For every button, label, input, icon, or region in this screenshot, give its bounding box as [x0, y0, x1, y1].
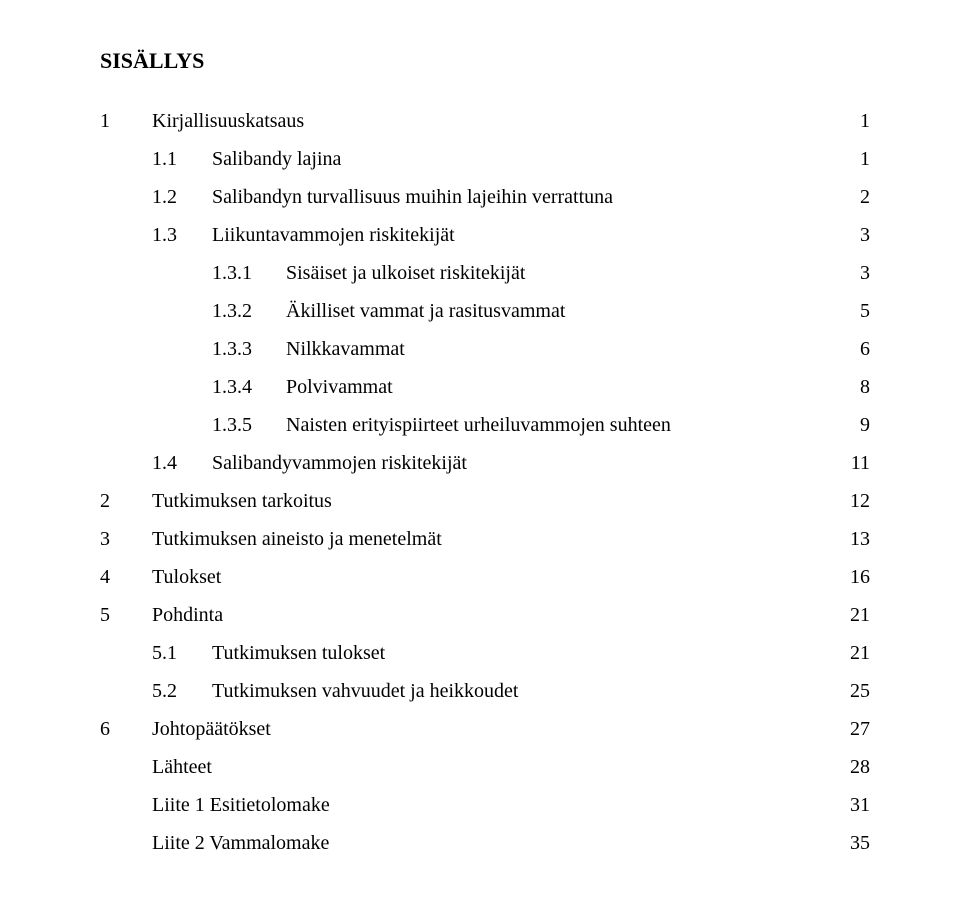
toc-leader-dots	[336, 487, 832, 507]
toc-entry: 1.3.4Polvivammat 8	[100, 368, 870, 406]
toc-entry: 4Tulokset 16	[100, 558, 870, 596]
toc-entry-page: 31	[836, 786, 870, 824]
toc-entry-label: Polvivammat	[274, 368, 393, 406]
toc-entry-number: 1.3	[152, 216, 200, 254]
toc-entry: 1.1Salibandy lajina 1	[100, 140, 870, 178]
toc-entry: 3Tutkimuksen aineisto ja menetelmät 13	[100, 520, 870, 558]
toc-entry-number: 3	[100, 520, 134, 558]
toc-leader-dots	[227, 601, 832, 621]
toc-entry-label: Nilkkavammat	[274, 330, 405, 368]
toc-leader-dots	[617, 183, 832, 203]
table-of-contents: 1Kirjallisuuskatsaus11.1Salibandy lajina…	[100, 102, 870, 862]
toc-entry-label: Liite 2 Vammalomake	[152, 824, 329, 862]
toc-entry-page: 28	[836, 748, 870, 786]
toc-entry-page: 21	[836, 634, 870, 672]
toc-entry-page: 2	[836, 178, 870, 216]
toc-entry-page: 5	[836, 292, 870, 330]
toc-entry-page: 8	[836, 368, 870, 406]
toc-leader-dots	[225, 563, 832, 583]
toc-entry-label: Sisäiset ja ulkoiset riskitekijät	[274, 254, 525, 292]
toc-entry: 1.3.3Nilkkavammat 6	[100, 330, 870, 368]
toc-entry-label: Johtopäätökset	[134, 710, 271, 748]
toc-entry-number: 1.3.2	[212, 292, 274, 330]
toc-entry-number: 5.1	[152, 634, 200, 672]
toc-entry-label: Salibandyn turvallisuus muihin lajeihin …	[200, 178, 613, 216]
toc-leader-dots	[333, 829, 832, 849]
toc-entry-page: 12	[836, 482, 870, 520]
toc-leader-dots	[459, 221, 832, 241]
toc-leader-dots	[522, 677, 832, 697]
toc-entry-number: 2	[100, 482, 134, 520]
toc-entry-label: Kirjallisuuskatsaus	[134, 102, 304, 140]
toc-entry-page: 21	[836, 596, 870, 634]
toc-entry-page: 9	[836, 406, 870, 444]
toc-leader-dots	[529, 259, 832, 279]
toc-leader-dots	[334, 791, 832, 811]
toc-entry-page: 1	[836, 140, 870, 178]
toc-entry: 5Pohdinta 21	[100, 596, 870, 634]
toc-entry-label: Naisten erityispiirteet urheiluvammojen …	[274, 406, 671, 444]
toc-entry: 1.3.1Sisäiset ja ulkoiset riskitekijät 3	[100, 254, 870, 292]
toc-entry-label: Tutkimuksen tarkoitus	[134, 482, 332, 520]
toc-leader-dots	[216, 753, 832, 773]
toc-entry-label: Liite 1 Esitietolomake	[152, 786, 330, 824]
toc-entry-number: 1.4	[152, 444, 200, 482]
toc-entry: 1.3.5Naisten erityispiirteet urheiluvamm…	[100, 406, 870, 444]
toc-entry: 2Tutkimuksen tarkoitus 12	[100, 482, 870, 520]
toc-entry-label: Tutkimuksen tulokset	[200, 634, 385, 672]
toc-entry-number: 5.2	[152, 672, 200, 710]
toc-entry-page: 27	[836, 710, 870, 748]
toc-entry-number: 1.3.4	[212, 368, 274, 406]
toc-entry: 1.3.2Äkilliset vammat ja rasitusvammat 5	[100, 292, 870, 330]
toc-entry-label: Äkilliset vammat ja rasitusvammat	[274, 292, 565, 330]
toc-entry-label: Tutkimuksen aineisto ja menetelmät	[134, 520, 442, 558]
toc-entry-label: Lähteet	[152, 748, 212, 786]
toc-entry: 1.4Salibandyvammojen riskitekijät 11	[100, 444, 870, 482]
toc-entry-page: 6	[836, 330, 870, 368]
toc-entry-number: 4	[100, 558, 134, 596]
toc-entry: Liite 1 Esitietolomake 31	[100, 786, 870, 824]
toc-leader-dots	[675, 411, 832, 431]
toc-entry-number: 1.2	[152, 178, 200, 216]
toc-entry-number: 1.3.5	[212, 406, 274, 444]
toc-entry-label: Pohdinta	[134, 596, 223, 634]
toc-entry: 1.3Liikuntavammojen riskitekijät 3	[100, 216, 870, 254]
toc-entry: 1Kirjallisuuskatsaus1	[100, 102, 870, 140]
toc-entry: Liite 2 Vammalomake 35	[100, 824, 870, 862]
toc-entry-label: Tulokset	[134, 558, 221, 596]
toc-entry-label: Salibandy lajina	[200, 140, 341, 178]
toc-entry-number: 1.1	[152, 140, 200, 178]
toc-entry-number: 5	[100, 596, 134, 634]
toc-entry-label: Liikuntavammojen riskitekijät	[200, 216, 455, 254]
toc-entry-number: 6	[100, 710, 134, 748]
toc-leader-dots	[308, 107, 832, 127]
toc-entry: 1.2Salibandyn turvallisuus muihin lajeih…	[100, 178, 870, 216]
toc-entry: 6Johtopäätökset 27	[100, 710, 870, 748]
page-title: SISÄLLYS	[100, 48, 870, 74]
toc-leader-dots	[446, 525, 832, 545]
toc-leader-dots	[275, 715, 832, 735]
toc-entry: 5.2Tutkimuksen vahvuudet ja heikkoudet 25	[100, 672, 870, 710]
toc-entry-page: 3	[836, 254, 870, 292]
toc-entry-page: 11	[836, 444, 870, 482]
toc-entry-page: 13	[836, 520, 870, 558]
toc-leader-dots	[569, 297, 832, 317]
toc-entry-page: 3	[836, 216, 870, 254]
toc-leader-dots	[345, 145, 832, 165]
toc-entry-page: 1	[836, 102, 870, 140]
toc-leader-dots	[409, 335, 832, 355]
toc-entry: Lähteet 28	[100, 748, 870, 786]
toc-entry-page: 25	[836, 672, 870, 710]
toc-leader-dots	[471, 449, 832, 469]
toc-entry-number: 1.3.3	[212, 330, 274, 368]
toc-entry-label: Salibandyvammojen riskitekijät	[200, 444, 467, 482]
toc-leader-dots	[389, 639, 832, 659]
toc-entry-number: 1.3.1	[212, 254, 274, 292]
toc-entry-label: Tutkimuksen vahvuudet ja heikkoudet	[200, 672, 518, 710]
toc-entry-page: 35	[836, 824, 870, 862]
toc-entry-page: 16	[836, 558, 870, 596]
toc-entry: 5.1Tutkimuksen tulokset 21	[100, 634, 870, 672]
toc-leader-dots	[397, 373, 832, 393]
toc-entry-number: 1	[100, 102, 134, 140]
